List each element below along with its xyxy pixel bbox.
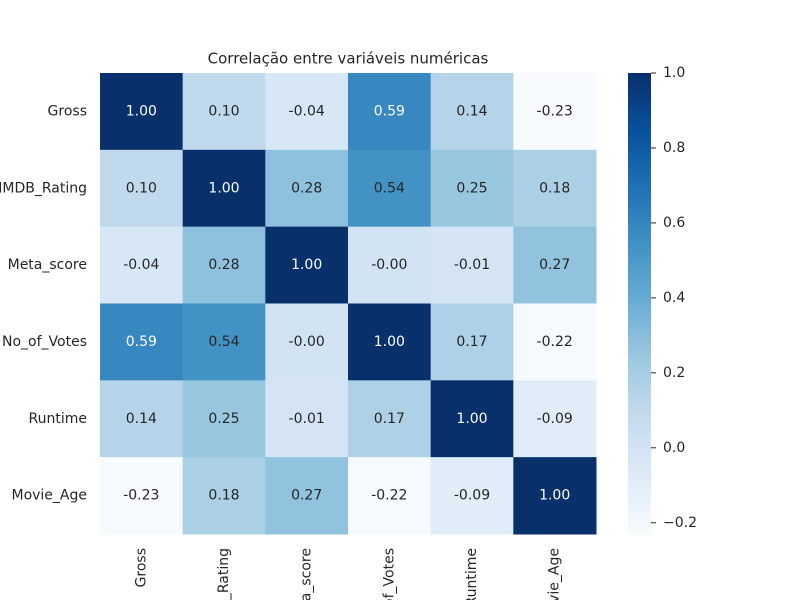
heatmap-cell xyxy=(265,73,349,151)
cell-label: 0.18 xyxy=(208,488,239,504)
cell-label: -0.01 xyxy=(289,411,325,427)
heatmap-cell xyxy=(430,380,514,458)
colorbar xyxy=(628,73,651,534)
heatmap-cell xyxy=(182,303,266,381)
chart-title: Correlação entre variáveis numéricas xyxy=(208,50,489,68)
cell-label: 0.28 xyxy=(291,180,322,196)
heatmap-cell xyxy=(182,226,266,304)
x-tick-label: No_of_Votes xyxy=(381,548,397,600)
heatmap-cell xyxy=(348,226,432,304)
cell-label: 1.00 xyxy=(539,488,570,504)
x-tick-label: Runtime xyxy=(464,548,480,600)
cell-label: 1.00 xyxy=(374,334,405,350)
cell-label: 0.25 xyxy=(208,411,239,427)
heatmap-cell xyxy=(513,226,597,304)
heatmap-cell xyxy=(100,303,184,381)
heatmap-cell xyxy=(100,73,184,151)
cell-label: 0.10 xyxy=(126,180,157,196)
colorbar-tick-label: −0.2 xyxy=(663,515,697,531)
colorbar-tick-label: 0.2 xyxy=(663,365,685,381)
y-tick-label: Movie_Age xyxy=(11,488,87,504)
heatmap-cell xyxy=(348,149,432,228)
heatmap-cell xyxy=(513,73,597,151)
y-tick-label: Gross xyxy=(48,103,87,119)
heatmap-cell xyxy=(430,303,514,381)
heatmap-cell xyxy=(100,380,184,458)
x-tick-label: Meta_score xyxy=(299,548,315,600)
cell-label: -0.04 xyxy=(289,103,325,119)
heatmap-cell xyxy=(513,380,597,458)
heatmap-cell xyxy=(182,380,266,458)
heatmap-cell xyxy=(430,457,514,535)
cell-label: 0.17 xyxy=(374,411,405,427)
cell-label: 0.54 xyxy=(208,334,239,350)
heatmap-cell xyxy=(182,149,266,228)
heatmap-cell xyxy=(265,457,349,535)
cell-label: 0.59 xyxy=(374,103,405,119)
cell-label: 1.00 xyxy=(126,103,157,119)
colorbar-tick-label: 0.0 xyxy=(663,440,685,456)
cell-label: -0.23 xyxy=(123,488,159,504)
colorbar-tick-label: 0.4 xyxy=(663,290,685,306)
heatmap-cell xyxy=(265,303,349,381)
heatmap-cell xyxy=(265,149,349,228)
cell-label: 0.14 xyxy=(456,103,487,119)
heatmap-cell xyxy=(100,149,184,228)
cell-label: -0.23 xyxy=(537,103,573,119)
heatmap-cell xyxy=(348,457,432,535)
heatmap-cell xyxy=(100,226,184,304)
cell-label: 1.00 xyxy=(208,180,239,196)
heatmap-cell xyxy=(182,73,266,151)
cell-label: 1.00 xyxy=(456,411,487,427)
heatmap-cell xyxy=(348,380,432,458)
cell-label: 0.54 xyxy=(374,180,405,196)
cell-label: 0.14 xyxy=(126,411,157,427)
y-tick-label: Runtime xyxy=(29,411,87,427)
y-tick-label: IMDB_Rating xyxy=(0,180,87,196)
x-tick-label: Gross xyxy=(133,548,149,587)
cell-label: 0.27 xyxy=(539,257,570,273)
heatmap-cell xyxy=(513,149,597,228)
cell-label: -0.01 xyxy=(454,257,490,273)
cell-label: -0.00 xyxy=(371,257,407,273)
colorbar-tick-label: 0.6 xyxy=(663,215,685,231)
heatmap-cell xyxy=(513,303,597,381)
x-tick-label: Movie_Age xyxy=(547,548,563,600)
y-tick-label: Meta_score xyxy=(8,257,87,273)
cell-label: 0.28 xyxy=(208,257,239,273)
cell-label: 1.00 xyxy=(291,257,322,273)
cell-label: 0.59 xyxy=(126,334,157,350)
y-tick-label: No_of_Votes xyxy=(2,334,87,350)
cell-label: 0.27 xyxy=(291,488,322,504)
cell-label: 0.17 xyxy=(456,334,487,350)
cell-label: 0.18 xyxy=(539,180,570,196)
cell-label: -0.04 xyxy=(123,257,159,273)
cell-label: -0.09 xyxy=(537,411,573,427)
heatmap-cell xyxy=(430,149,514,228)
heatmap-cell xyxy=(265,380,349,458)
cell-label: -0.09 xyxy=(454,488,490,504)
cell-label: 0.10 xyxy=(208,103,239,119)
cell-label: -0.22 xyxy=(537,334,573,350)
heatmap-cell xyxy=(430,73,514,151)
cell-label: 0.25 xyxy=(456,180,487,196)
heatmap-cell xyxy=(265,226,349,304)
heatmap-cell xyxy=(182,457,266,535)
heatmap-cell xyxy=(513,457,597,535)
colorbar-tick-label: 0.8 xyxy=(663,140,685,156)
heatmap-cell xyxy=(430,226,514,304)
cell-label: -0.00 xyxy=(289,334,325,350)
heatmap-cell xyxy=(348,73,432,151)
x-tick-label: IMDB_Rating xyxy=(216,548,232,600)
heatmap-cell xyxy=(100,457,184,535)
cell-label: -0.22 xyxy=(371,488,407,504)
colorbar-tick-label: 1.0 xyxy=(663,65,685,81)
heatmap-cell xyxy=(348,303,432,381)
